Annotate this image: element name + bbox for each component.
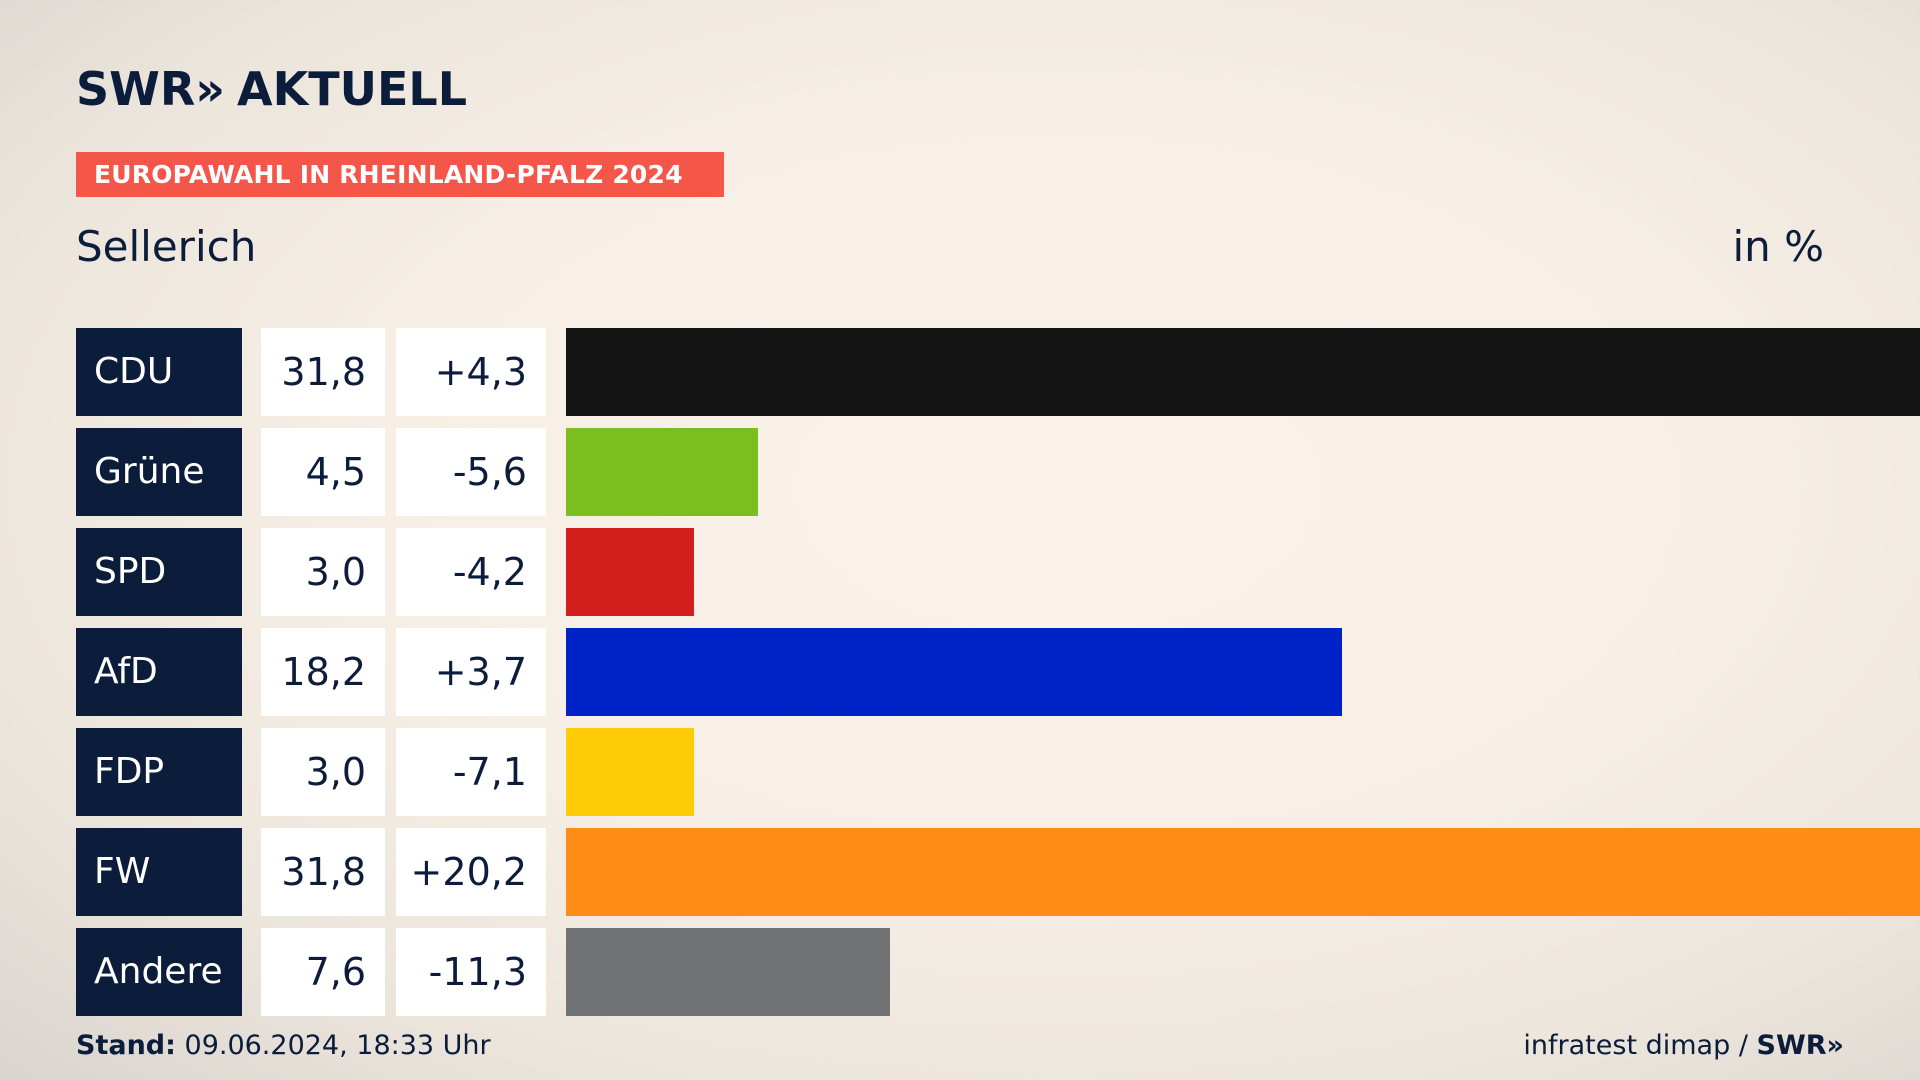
party-label: FDP xyxy=(76,728,242,816)
party-label: CDU xyxy=(76,328,242,416)
party-label: AfD xyxy=(76,628,242,716)
result-bar xyxy=(566,328,1920,416)
result-bar xyxy=(566,528,694,616)
source-credit: infratest dimap / SWR» xyxy=(1523,1030,1844,1061)
result-row: CDU 31,8 +4,3 xyxy=(76,328,1920,416)
result-row: Andere 7,6 -11,3 xyxy=(76,928,1846,1016)
result-bar xyxy=(566,928,890,1016)
change-label: +20,2 xyxy=(396,828,546,916)
unit-label: in % xyxy=(1732,222,1824,271)
result-bar xyxy=(566,428,758,516)
result-row: FDP 3,0 -7,1 xyxy=(76,728,1846,816)
result-row: Grüne 4,5 -5,6 xyxy=(76,428,1846,516)
change-label: -4,2 xyxy=(396,528,546,616)
logo-aktuell-text: AKTUELL xyxy=(237,62,468,116)
source-text: infratest dimap / xyxy=(1523,1030,1748,1061)
result-bar xyxy=(566,628,1342,716)
party-label: SPD xyxy=(76,528,242,616)
party-label: Andere xyxy=(76,928,242,1016)
result-row: AfD 18,2 +3,7 xyxy=(76,628,1846,716)
vote-share-label: 7,6 xyxy=(261,928,385,1016)
result-row: SPD 3,0 -4,2 xyxy=(76,528,1846,616)
vote-share-label: 31,8 xyxy=(261,828,385,916)
logo-swr-text: SWR xyxy=(76,62,196,116)
chevron-right-icon: » xyxy=(195,62,225,116)
stand-value: 09.06.2024, 18:33 Uhr xyxy=(184,1030,491,1061)
stand-label: Stand: xyxy=(76,1030,176,1061)
swr-aktuell-logo: SWR» AKTUELL xyxy=(76,66,467,112)
result-row: FW 31,8 +20,2 xyxy=(76,828,1920,916)
vote-share-label: 3,0 xyxy=(261,528,385,616)
swr-logo-small: SWR» xyxy=(1756,1030,1844,1061)
vote-share-label: 18,2 xyxy=(261,628,385,716)
election-banner: EUROPAWAHL IN RHEINLAND-PFALZ 2024 xyxy=(76,152,724,197)
vote-share-label: 31,8 xyxy=(261,328,385,416)
vote-share-label: 4,5 xyxy=(261,428,385,516)
result-bar xyxy=(566,728,694,816)
change-label: +4,3 xyxy=(396,328,546,416)
change-label: -11,3 xyxy=(396,928,546,1016)
timestamp: Stand: 09.06.2024, 18:33 Uhr xyxy=(76,1030,491,1061)
region-title: Sellerich xyxy=(76,222,257,271)
change-label: -7,1 xyxy=(396,728,546,816)
party-label: FW xyxy=(76,828,242,916)
change-label: -5,6 xyxy=(396,428,546,516)
change-label: +3,7 xyxy=(396,628,546,716)
vote-share-label: 3,0 xyxy=(261,728,385,816)
result-bar xyxy=(566,828,1920,916)
party-label: Grüne xyxy=(76,428,242,516)
